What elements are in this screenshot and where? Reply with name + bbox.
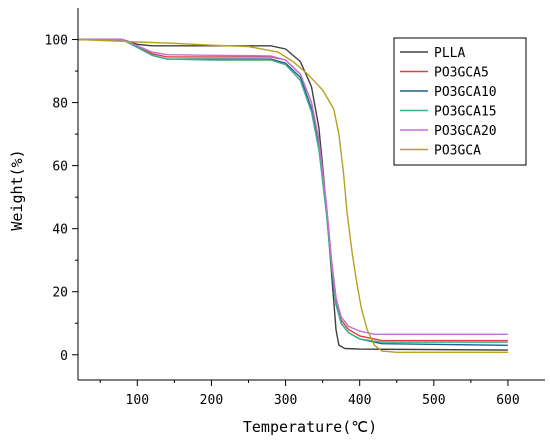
x-tick-label: 100: [126, 393, 149, 408]
series-line-po3gca: [77, 38, 508, 353]
legend: PLLA PO3GCA5 PO3GCA10 PO3GCA15 PO3GCA20 PO3GC…: [393, 37, 527, 166]
legend-label: PLLA: [434, 46, 465, 61]
legend-label: PO3GCA5: [434, 66, 489, 81]
legend-label: PO3GCA15: [434, 105, 497, 120]
x-tick-label: 500: [422, 393, 445, 408]
axes-layer: 100 200 300 400 500 600 0 20 40 60 80 100: [45, 8, 545, 408]
y-tick-label: 0: [60, 349, 68, 364]
y-axis-title: Weight(%): [8, 149, 26, 230]
x-tick-label: 400: [348, 393, 371, 408]
x-tick-label: 200: [200, 393, 223, 408]
legend-box: [393, 37, 527, 166]
x-tick-label: 300: [274, 393, 297, 408]
y-tick-label: 20: [52, 286, 68, 301]
legend-label: PO3GCA10: [434, 85, 497, 100]
series-line-po3gca15: [78, 38, 508, 343]
y-tick-label: 80: [52, 97, 68, 112]
series-line-plla: [78, 38, 508, 351]
y-tick-label: 100: [45, 34, 68, 49]
x-tick-label: 600: [496, 393, 519, 408]
y-tick-label: 60: [52, 160, 68, 175]
legend-label: PO3GCA20: [434, 124, 497, 139]
series-layer: [77, 38, 508, 353]
y-tick-label: 40: [52, 223, 68, 238]
x-axis-title: Temperature(℃): [243, 418, 377, 436]
legend-label: PO3GCA: [434, 144, 481, 159]
series-line-po3gca20: [78, 38, 508, 335]
